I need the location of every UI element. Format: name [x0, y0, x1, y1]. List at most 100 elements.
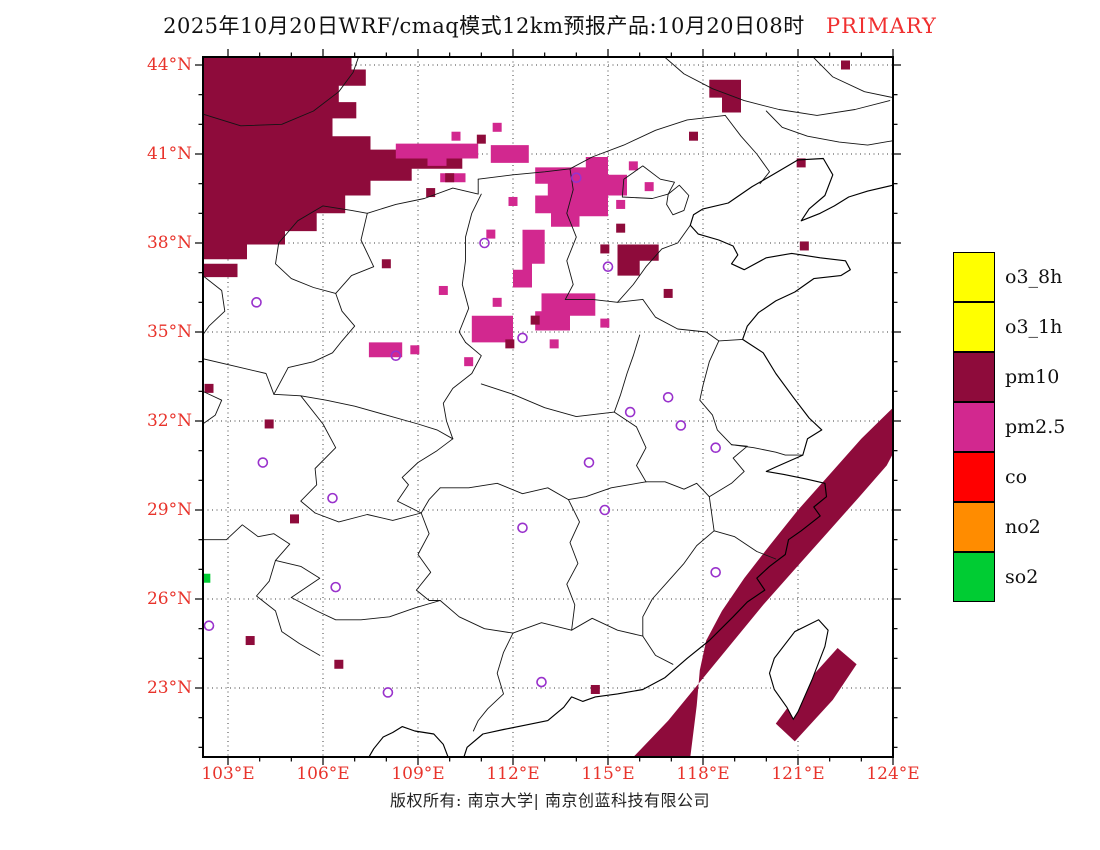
pm10-cell: [799, 241, 809, 251]
pm10-cell: [204, 383, 214, 393]
lon-tick-label: 115°E: [581, 764, 635, 784]
province-border: [203, 524, 291, 561]
province-border: [314, 512, 422, 523]
lon-tick-label: 103°E: [201, 764, 255, 784]
province-border: [724, 114, 770, 185]
city-marker: [710, 442, 721, 454]
pm10-cell: [245, 636, 255, 646]
pm25-region: [368, 342, 403, 358]
pm10-cell: [590, 684, 600, 694]
legend-item-co: co: [953, 451, 1065, 502]
province-border: [708, 496, 715, 532]
province-border: [287, 292, 356, 369]
pm10-cell: [445, 173, 455, 183]
pm25-cell: [492, 122, 502, 132]
pm10-region: [617, 244, 659, 276]
coastline: [368, 726, 449, 757]
legend-label: pm10: [1005, 366, 1060, 388]
province-border: [731, 444, 804, 456]
province-border: [477, 114, 726, 180]
city-marker: [382, 687, 394, 698]
pm10-cell: [841, 60, 851, 70]
province-border: [571, 617, 644, 637]
pm25-region: [513, 229, 545, 288]
lat-tick-label: 44°N: [146, 55, 192, 75]
province-border: [442, 341, 482, 440]
pm25-region: [395, 143, 479, 166]
pm10-cell: [290, 514, 300, 524]
province-border: [564, 298, 644, 303]
province-border: [564, 168, 577, 300]
lon-tick-label: 118°E: [676, 764, 730, 784]
pm25-region: [535, 157, 627, 227]
city-marker: [257, 457, 269, 468]
province-border: [765, 110, 893, 146]
province-border: [300, 395, 337, 514]
pm10-cell: [476, 134, 486, 144]
province-border: [713, 530, 777, 560]
city-marker: [251, 297, 262, 308]
pm25-cell: [644, 182, 654, 192]
pm10-region: [775, 648, 857, 742]
province-border: [708, 444, 748, 498]
legend-label: co: [1005, 466, 1028, 488]
forecast-map: [195, 49, 901, 765]
coastline: [463, 157, 893, 757]
city-marker: [599, 504, 611, 516]
title-text: 2025年10月20日WRF/cmaq模式12km预报产品:10月20日08时: [163, 14, 805, 38]
pm25-cell: [508, 196, 518, 206]
lat-tick-label: 26°N: [146, 589, 192, 609]
lat-tick-label: 29°N: [146, 500, 192, 520]
pm25-cell: [492, 297, 502, 307]
lat-tick-label: 35°N: [146, 322, 192, 342]
province-border: [566, 499, 580, 631]
map-area: [193, 47, 903, 767]
pm10-region: [633, 407, 893, 757]
province-border: [322, 205, 368, 214]
pm10-cell: [530, 315, 540, 325]
province-border: [621, 165, 675, 199]
legend-item-no2: no2: [953, 501, 1065, 552]
map-frame: [202, 56, 894, 758]
pollutant-legend: o3_8h o3_1h pm10 pm2.5 co no2 so2: [953, 252, 1065, 602]
pm25-cell: [486, 229, 496, 239]
copyright-text: 版权所有: 南京大学| 南京创蓝科技有限公司: [390, 791, 710, 810]
province-border: [642, 635, 674, 665]
legend-swatch-o3_1h: [953, 301, 995, 352]
province-border: [273, 367, 289, 395]
pm10-cell: [426, 188, 436, 198]
pm10-cell: [616, 223, 626, 233]
lat-tick-label: 38°N: [146, 233, 192, 253]
province-border: [396, 438, 454, 514]
legend-label: o3_1h: [1005, 316, 1063, 338]
map-layers: [203, 57, 893, 757]
legend-label: no2: [1005, 516, 1041, 538]
pm10-cell: [381, 259, 391, 269]
province-border: [663, 57, 891, 116]
city-marker: [675, 420, 687, 431]
pm25-cell: [451, 131, 461, 141]
province-border: [439, 481, 647, 501]
lon-tick-label: 109°E: [391, 764, 445, 784]
pm10-cell: [689, 131, 699, 141]
province-border: [636, 426, 647, 483]
province-border: [275, 205, 375, 294]
city-marker: [710, 567, 721, 578]
pm25-cell: [628, 161, 638, 171]
pm10-cell: [264, 419, 274, 429]
province-border: [645, 481, 710, 498]
legend-swatch-so2: [953, 551, 995, 602]
city-marker: [327, 492, 338, 504]
legend-item-pm10: pm10: [953, 351, 1065, 402]
pm25-cell: [549, 339, 559, 349]
province-border: [617, 224, 691, 303]
legend-swatch-no2: [953, 501, 995, 552]
so2-cell: [203, 573, 211, 583]
province-border: [480, 383, 615, 418]
legend-item-o3_1h: o3_1h: [953, 301, 1065, 352]
city-marker: [571, 172, 582, 184]
pm10-region: [709, 79, 741, 113]
legend-swatch-o3_8h: [953, 252, 995, 302]
province-border: [613, 334, 641, 428]
pm10-cell: [600, 244, 610, 254]
